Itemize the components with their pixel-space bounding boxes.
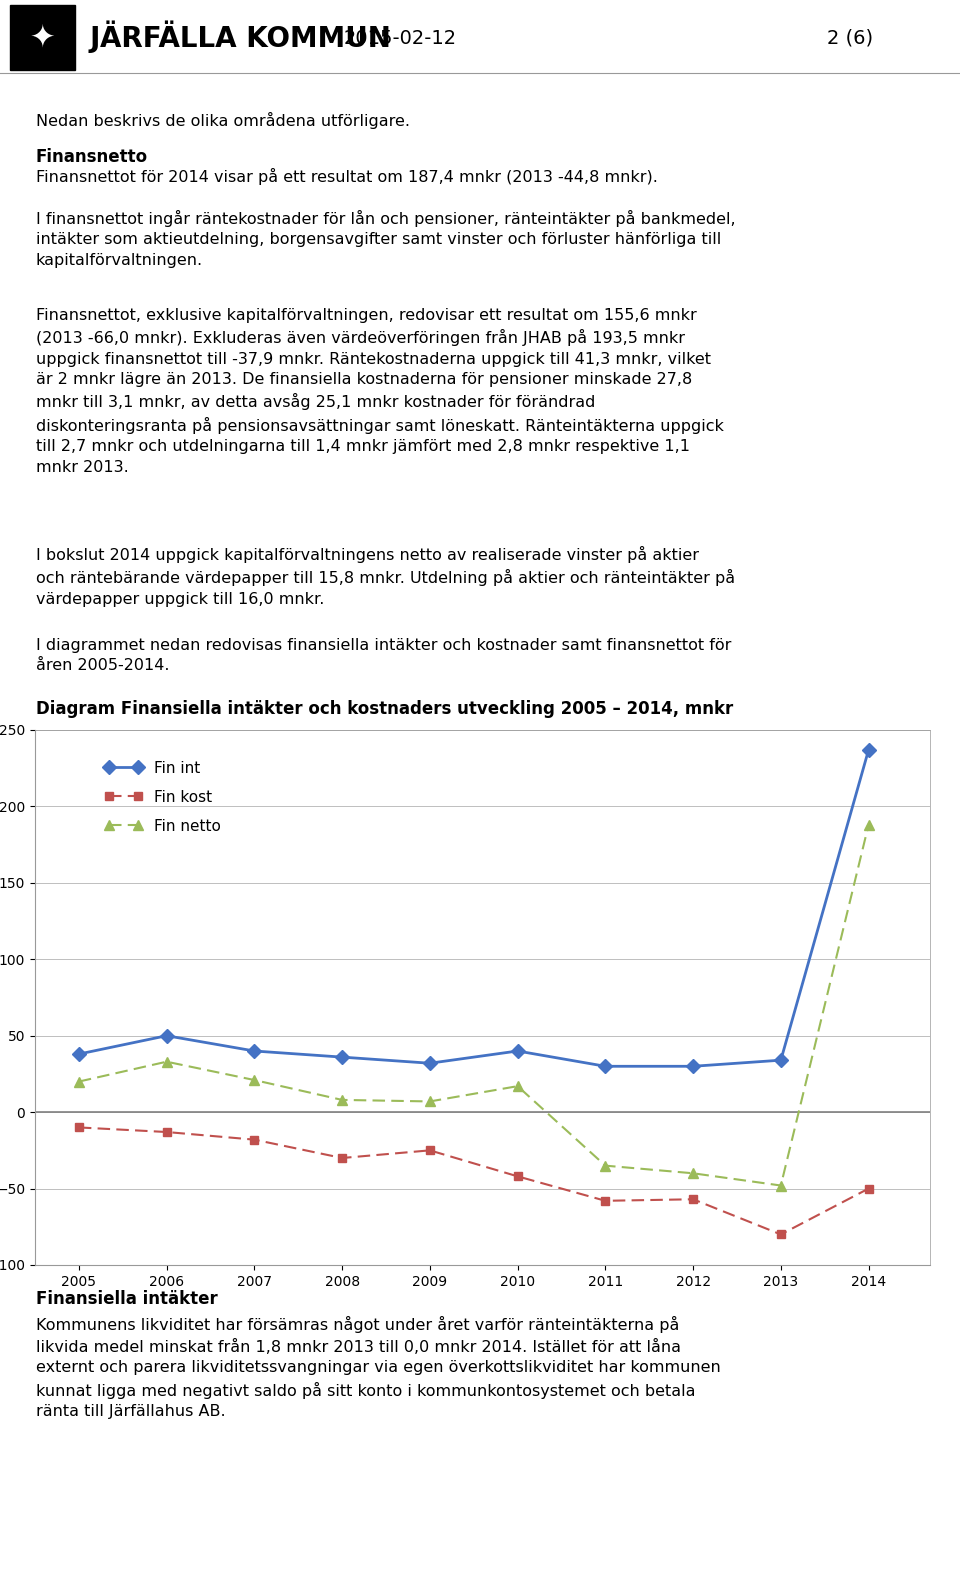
Text: I bokslut 2014 uppgick kapitalförvaltningens netto av realiserade vinster på akt: I bokslut 2014 uppgick kapitalförvaltnin… bbox=[36, 546, 734, 607]
Bar bbox=[10, 5, 75, 71]
Text: 2 (6): 2 (6) bbox=[827, 28, 873, 47]
Text: Finansiella intäkter: Finansiella intäkter bbox=[36, 1290, 217, 1309]
Text: Finansnettot för 2014 visar på ett resultat om 187,4 mnkr (2013 -44,8 mnkr).: Finansnettot för 2014 visar på ett resul… bbox=[36, 168, 658, 186]
Text: Nedan beskrivs de olika områdena utförligare.: Nedan beskrivs de olika områdena utförli… bbox=[36, 112, 410, 129]
Text: J: J bbox=[90, 25, 101, 53]
Text: Finansnetto: Finansnetto bbox=[36, 148, 148, 167]
Text: Finansnettot, exklusive kapitalförvaltningen, redovisar ett resultat om 155,6 mn: Finansnettot, exklusive kapitalförvaltni… bbox=[36, 308, 724, 475]
Text: ÄRFÄLLA KOMMUN: ÄRFÄLLA KOMMUN bbox=[100, 25, 391, 53]
Text: 2015-02-12: 2015-02-12 bbox=[344, 28, 457, 47]
Legend: Fin int, Fin kost, Fin netto: Fin int, Fin kost, Fin netto bbox=[96, 753, 228, 842]
Text: ✦: ✦ bbox=[29, 24, 55, 52]
Text: Diagram Finansiella intäkter och kostnaders utveckling 2005 – 2014, mnkr: Diagram Finansiella intäkter och kostnad… bbox=[36, 700, 732, 717]
Text: I diagrammet nedan redovisas finansiella intäkter och kostnader samt finansnetto: I diagrammet nedan redovisas finansiella… bbox=[36, 639, 731, 673]
Text: I finansnettot ingår räntekostnader för lån och pensioner, ränteintäkter på bank: I finansnettot ingår räntekostnader för … bbox=[36, 211, 735, 267]
Text: Kommunens likviditet har försämras något under året varför ränteintäkterna på
li: Kommunens likviditet har försämras något… bbox=[36, 1317, 720, 1419]
